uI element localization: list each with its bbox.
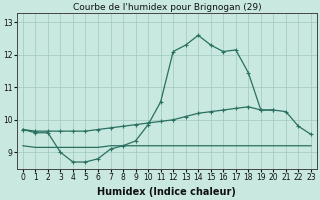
Title: Courbe de l'humidex pour Brignogan (29): Courbe de l'humidex pour Brignogan (29) [73, 3, 261, 12]
X-axis label: Humidex (Indice chaleur): Humidex (Indice chaleur) [98, 187, 236, 197]
